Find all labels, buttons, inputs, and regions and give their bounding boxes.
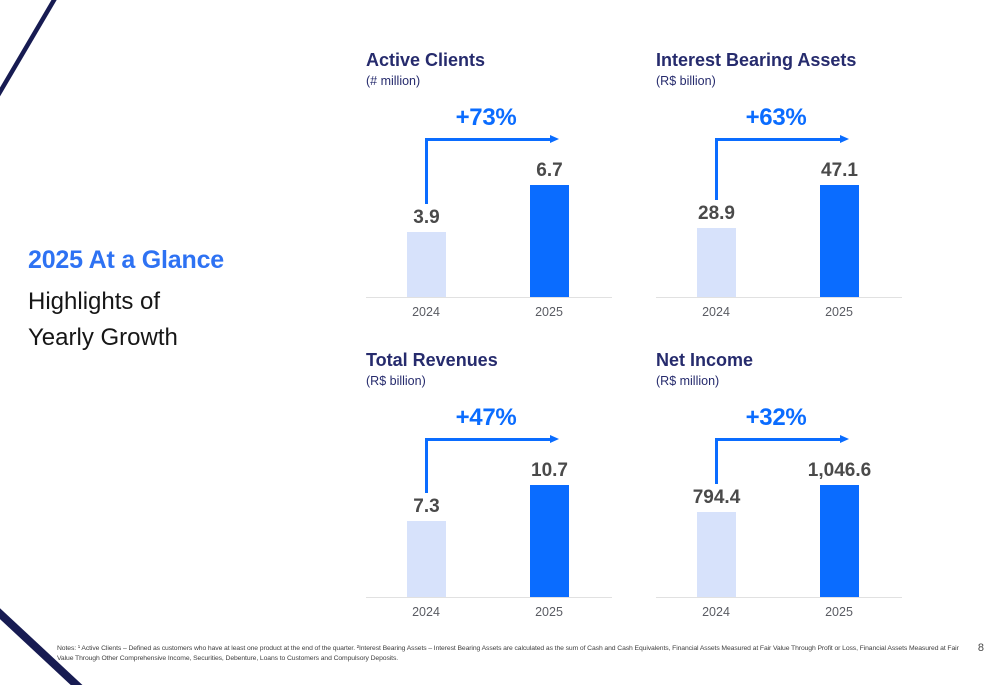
bar-value-2025: 1,046.6 xyxy=(807,460,872,481)
bar-value-2024: 3.9 xyxy=(413,206,440,228)
x-axis-label-2025: 2025 xyxy=(535,605,563,619)
growth-arrow-vertical xyxy=(715,438,718,484)
growth-percent-label: +47% xyxy=(455,404,517,431)
chart-unit-label: (R$ million) xyxy=(656,374,720,388)
slide-subtitle-line1: Highlights of xyxy=(28,288,161,315)
bar-2024 xyxy=(407,520,446,597)
chart-unit-label: (R$ billion) xyxy=(656,74,716,88)
slide-subtitle-line2: Yearly Growth xyxy=(28,324,178,351)
top-left-diagonal-line xyxy=(0,0,57,97)
chart-unit-label: (# million) xyxy=(366,74,421,88)
growth-arrow-horizontal xyxy=(425,438,551,441)
slide-subtitle: Highlights of Yearly Growth xyxy=(28,284,178,356)
chart-title: Total Revenues xyxy=(366,350,498,370)
growth-arrow-horizontal xyxy=(425,138,551,141)
x-axis-label-2024: 2024 xyxy=(702,605,730,619)
slide-title: 2025 At a Glance xyxy=(28,246,224,274)
x-axis-baseline xyxy=(656,297,902,298)
bar-2025 xyxy=(820,185,859,297)
bar-value-2024: 794.4 xyxy=(692,486,741,508)
growth-percent-label: +32% xyxy=(745,404,807,431)
x-axis-label-2025: 2025 xyxy=(825,605,853,619)
growth-arrow-vertical xyxy=(715,138,718,201)
bar-value-2024: 28.9 xyxy=(698,203,735,225)
growth-arrow-horizontal xyxy=(715,138,841,141)
x-axis-label-2025: 2025 xyxy=(535,305,563,319)
growth-arrow-head-icon xyxy=(550,435,559,443)
x-axis-label-2024: 2024 xyxy=(702,305,730,319)
bar-2025 xyxy=(530,485,569,597)
footnote-line2: Value Through Other Comprehensive Income… xyxy=(57,655,399,662)
bar-2025 xyxy=(820,485,859,597)
growth-arrow-horizontal xyxy=(715,438,841,441)
x-axis-baseline xyxy=(656,597,902,598)
bar-2024 xyxy=(407,231,446,297)
x-axis-label-2024: 2024 xyxy=(412,605,440,619)
growth-arrow-vertical xyxy=(425,138,428,204)
chart-total-revenues: Total Revenues (R$ billion) +47% 7.3 10.… xyxy=(366,348,612,630)
chart-active-clients: Active Clients (# million) +73% 3.9 6.7 … xyxy=(366,48,612,330)
growth-percent-label: +63% xyxy=(745,104,807,131)
footnotes: Notes: ¹ Active Clients – Defined as cus… xyxy=(57,644,959,664)
bar-2024 xyxy=(697,511,736,597)
growth-percent-label: +73% xyxy=(455,104,517,131)
chart-net-income: Net Income (R$ million) +32% 794.4 1,046… xyxy=(656,348,902,630)
page-number: 8 xyxy=(977,642,984,654)
bar-value-2024: 7.3 xyxy=(413,495,440,517)
chart-title: Active Clients xyxy=(366,50,486,70)
growth-arrow-head-icon xyxy=(840,135,849,143)
x-axis-baseline xyxy=(366,597,612,598)
chart-title: Net Income xyxy=(656,350,754,370)
bar-value-2025: 10.7 xyxy=(531,460,568,481)
growth-arrow-head-icon xyxy=(550,135,559,143)
growth-arrow-vertical xyxy=(425,438,428,493)
x-axis-label-2024: 2024 xyxy=(412,305,440,319)
growth-arrow-head-icon xyxy=(840,435,849,443)
chart-interest-bearing-assets: Interest Bearing Assets (R$ billion) +63… xyxy=(656,48,902,330)
footnote-line1: Notes: ¹ Active Clients – Defined as cus… xyxy=(57,645,959,652)
bar-2025 xyxy=(530,185,569,297)
bar-value-2025: 47.1 xyxy=(821,160,858,181)
chart-unit-label: (R$ billion) xyxy=(366,374,426,388)
bar-value-2025: 6.7 xyxy=(536,160,563,181)
chart-title: Interest Bearing Assets xyxy=(656,50,857,70)
bar-2024 xyxy=(697,228,736,297)
x-axis-label-2025: 2025 xyxy=(825,305,853,319)
x-axis-baseline xyxy=(366,297,612,298)
